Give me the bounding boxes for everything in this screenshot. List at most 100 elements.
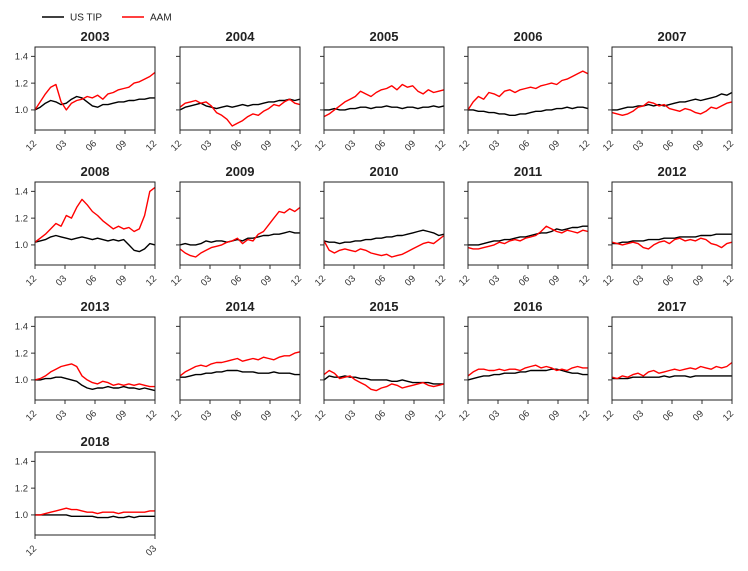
panel-2004: 2004 12 03 06 09 12 — [169, 29, 304, 154]
x-tick-label: 09 — [403, 138, 418, 153]
x-tick-label: 12 — [577, 408, 592, 423]
x-tick-label: 12 — [433, 273, 448, 288]
x-tick-label: 12 — [433, 408, 448, 423]
panel-frame — [179, 181, 301, 266]
x-tick-label: 06 — [517, 138, 532, 153]
x-tick-label: 06 — [84, 408, 99, 423]
panel-2015: 2015 12 03 06 09 12 — [313, 299, 448, 424]
series-aam-line — [323, 234, 445, 258]
x-tick-label: 03 — [631, 273, 646, 288]
x-tick-label: 12 — [721, 273, 736, 288]
y-tick-label: 1.2 — [15, 78, 28, 89]
series-us-tip-line — [323, 375, 444, 385]
x-tick-label: 06 — [373, 408, 388, 423]
panel-title: 2011 — [514, 164, 542, 179]
y-tick-label: 1.2 — [15, 483, 28, 494]
panel-title: 2003 — [81, 29, 110, 44]
x-tick-label: 03 — [631, 138, 646, 153]
y-tick-label: 1.0 — [15, 105, 28, 116]
panel-title: 2010 — [370, 164, 399, 179]
x-tick-label: 06 — [661, 138, 676, 153]
panel-2007: 2007 12 03 06 09 12 — [601, 29, 736, 154]
series-aam-line — [611, 361, 733, 380]
x-tick-label: 12 — [601, 408, 616, 423]
panel-frame — [467, 316, 589, 401]
panel-frame — [323, 181, 445, 266]
panel-frame — [179, 46, 301, 131]
panel-title: 2005 — [370, 29, 399, 44]
x-tick-label: 12 — [144, 273, 159, 288]
x-tick-label: 06 — [84, 138, 99, 153]
x-tick-label: 03 — [487, 273, 502, 288]
x-tick-label: 12 — [601, 273, 616, 288]
panel-title: 2009 — [226, 164, 255, 179]
series-us-tip-line — [34, 95, 155, 111]
series-us-tip-line — [612, 91, 733, 111]
x-tick-label: 06 — [229, 138, 244, 153]
x-tick-label: 12 — [289, 273, 304, 288]
legend: US TIP AAM — [42, 13, 172, 24]
x-tick-label: 12 — [433, 138, 448, 153]
y-tick-label: 1.0 — [15, 375, 28, 386]
x-tick-label: 09 — [547, 408, 562, 423]
x-tick-label: 09 — [691, 408, 706, 423]
x-tick-label: 12 — [169, 273, 184, 288]
panel-2008: 2008 1.0 1.2 1.4 12 03 06 09 12 — [15, 164, 159, 289]
x-tick-label: 06 — [517, 273, 532, 288]
x-tick-label: 03 — [199, 408, 214, 423]
series-aam-line — [179, 206, 301, 258]
panel-2003: 2003 1.0 1.2 1.4 12 03 06 09 12 — [15, 29, 159, 154]
y-tick-label: 1.2 — [15, 348, 28, 359]
x-tick-label: 06 — [661, 408, 676, 423]
panel-title: 2007 — [658, 29, 687, 44]
panel-2016: 2016 12 03 06 09 12 — [457, 299, 592, 424]
x-tick-label: 09 — [114, 138, 129, 153]
series-aam-line — [611, 237, 733, 250]
panel-title: 2017 — [658, 299, 687, 314]
series-us-tip-line — [468, 106, 589, 117]
x-tick-label: 12 — [721, 138, 736, 153]
x-tick-label: 12 — [457, 273, 472, 288]
panel-2017: 2017 12 03 06 09 12 — [601, 299, 736, 424]
panel-frame — [34, 316, 156, 401]
series-us-tip-line — [323, 229, 445, 245]
series-aam-line — [34, 363, 155, 388]
x-tick-label: 09 — [691, 138, 706, 153]
y-tick-label: 1.0 — [15, 510, 28, 521]
series-aam-line — [34, 186, 156, 243]
series-us-tip-line — [468, 225, 588, 246]
series-us-tip-line — [612, 375, 732, 380]
x-tick-label: 03 — [343, 273, 358, 288]
panel-frame — [611, 181, 733, 266]
series-aam-line — [179, 98, 301, 127]
panel-title: 2004 — [226, 29, 256, 44]
panel-title: 2014 — [226, 299, 256, 314]
x-tick-label: 12 — [577, 273, 592, 288]
x-tick-label: 09 — [114, 273, 129, 288]
x-tick-label: 09 — [259, 138, 274, 153]
panel-title: 2006 — [514, 29, 543, 44]
x-tick-label: 03 — [54, 138, 69, 153]
x-tick-label: 03 — [631, 408, 646, 423]
series-us-tip-line — [179, 230, 300, 246]
series-aam-line — [323, 369, 445, 392]
panel-2012: 2012 12 03 06 09 12 — [601, 164, 736, 289]
x-tick-label: 12 — [577, 138, 592, 153]
series-us-tip-line — [467, 368, 588, 381]
x-tick-label: 06 — [517, 408, 532, 423]
x-tick-label: 12 — [144, 408, 159, 423]
x-tick-label: 12 — [313, 273, 328, 288]
x-tick-label: 06 — [661, 273, 676, 288]
panel-frame — [323, 46, 445, 131]
x-tick-label: 03 — [199, 273, 214, 288]
series-aam-line — [467, 225, 589, 250]
x-tick-label: 12 — [457, 408, 472, 423]
x-tick-label: 09 — [691, 273, 706, 288]
x-tick-label: 12 — [721, 408, 736, 423]
x-tick-label: 06 — [373, 273, 388, 288]
x-tick-label: 12 — [169, 138, 184, 153]
x-tick-label: 03 — [343, 138, 358, 153]
series-aam-line — [179, 351, 301, 377]
series-aam-line — [467, 70, 589, 111]
